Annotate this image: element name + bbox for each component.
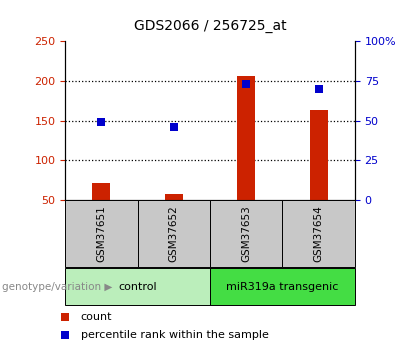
- Text: GSM37654: GSM37654: [314, 205, 324, 262]
- Text: percentile rank within the sample: percentile rank within the sample: [81, 330, 269, 339]
- Bar: [65, 268, 210, 305]
- Bar: [65, 200, 138, 267]
- Point: [62, 332, 68, 337]
- Point: [171, 124, 177, 130]
- Bar: [237, 76, 255, 200]
- Bar: [165, 194, 183, 200]
- Bar: [138, 200, 210, 267]
- Bar: [210, 268, 355, 305]
- Text: GSM37651: GSM37651: [96, 205, 106, 262]
- Bar: [310, 110, 328, 200]
- Text: GSM37653: GSM37653: [241, 205, 251, 262]
- Point: [243, 81, 249, 87]
- Bar: [210, 200, 282, 267]
- Point: [62, 314, 68, 319]
- Text: GDS2066 / 256725_at: GDS2066 / 256725_at: [134, 19, 286, 33]
- Text: count: count: [81, 312, 113, 322]
- Bar: [282, 200, 355, 267]
- Point: [98, 120, 105, 125]
- Text: control: control: [118, 282, 157, 292]
- Bar: [92, 183, 110, 200]
- Point: [315, 86, 322, 92]
- Text: GSM37652: GSM37652: [169, 205, 179, 262]
- Text: miR319a transgenic: miR319a transgenic: [226, 282, 339, 292]
- Text: genotype/variation ▶: genotype/variation ▶: [2, 282, 113, 292]
